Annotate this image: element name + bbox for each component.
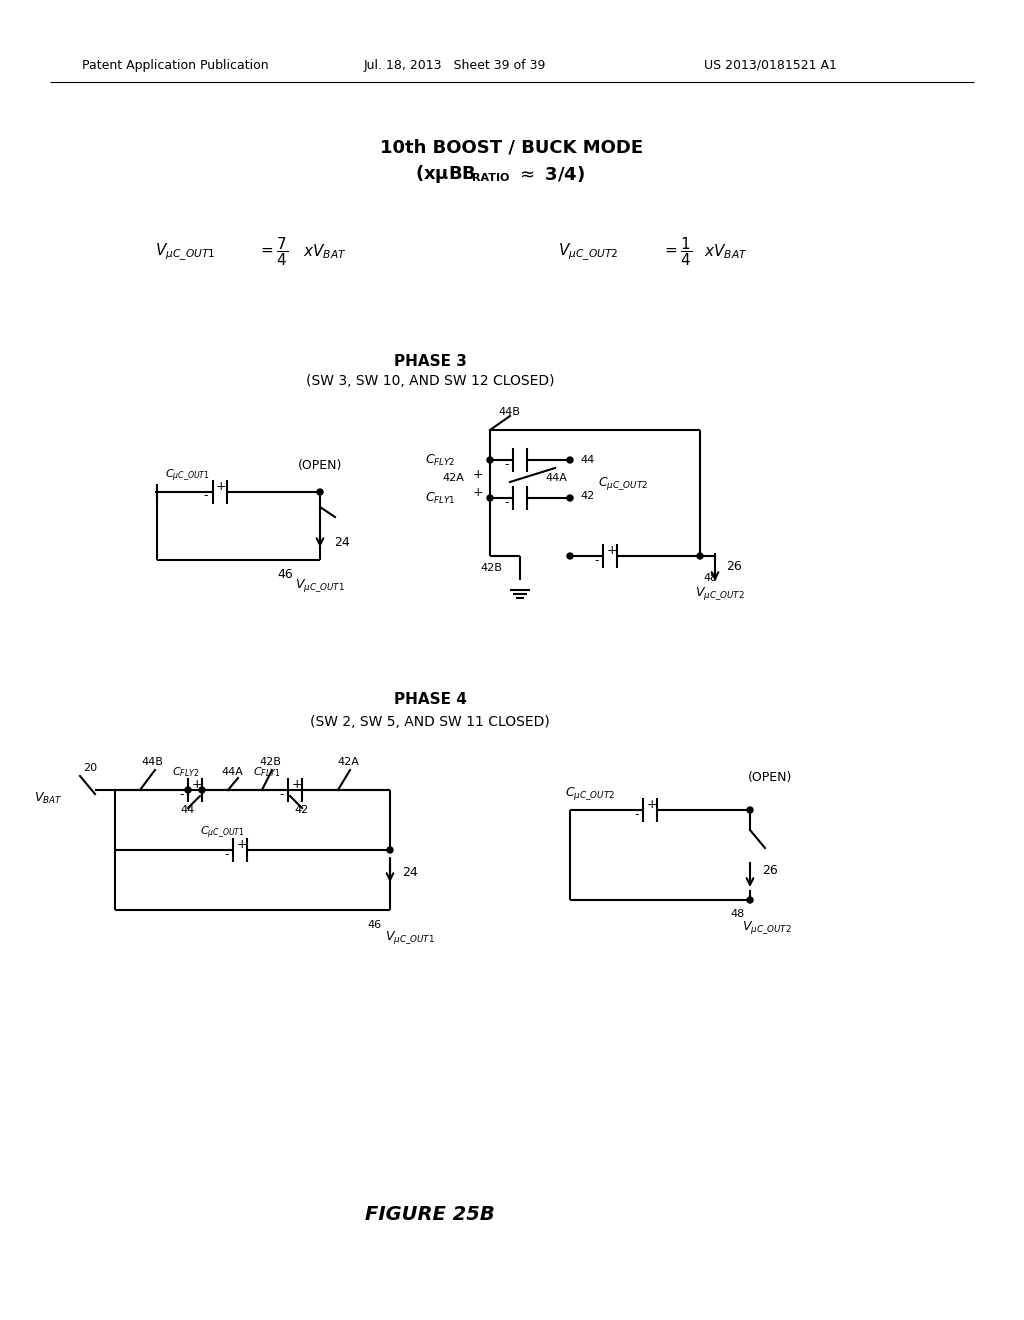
Text: +: +	[473, 467, 483, 480]
Text: (SW 2, SW 5, AND SW 11 CLOSED): (SW 2, SW 5, AND SW 11 CLOSED)	[310, 715, 550, 729]
Text: $C_{\mu C\_OUT2}$: $C_{\mu C\_OUT2}$	[565, 785, 615, 803]
Text: Patent Application Publication: Patent Application Publication	[82, 58, 268, 71]
Text: 42A: 42A	[337, 756, 359, 767]
Text: FIGURE 25B: FIGURE 25B	[366, 1205, 495, 1225]
Text: -: -	[505, 458, 509, 471]
Text: $C_{\mu C\_OUT1}$: $C_{\mu C\_OUT1}$	[200, 824, 245, 840]
Text: Jul. 18, 2013   Sheet 39 of 39: Jul. 18, 2013 Sheet 39 of 39	[364, 58, 546, 71]
Text: PHASE 3: PHASE 3	[393, 355, 467, 370]
Text: (SW 3, SW 10, AND SW 12 CLOSED): (SW 3, SW 10, AND SW 12 CLOSED)	[306, 374, 554, 388]
Text: $V_{\mu C\_OUT1}$: $V_{\mu C\_OUT1}$	[295, 577, 345, 594]
Text: $= \dfrac{1}{4}$: $= \dfrac{1}{4}$	[662, 235, 692, 268]
Text: $C_{FLY2}$: $C_{FLY2}$	[172, 766, 200, 779]
Text: 44: 44	[580, 455, 594, 465]
Circle shape	[746, 898, 753, 903]
Circle shape	[567, 457, 573, 463]
Text: 48: 48	[703, 573, 717, 583]
Text: 42: 42	[295, 805, 309, 814]
Text: 46: 46	[278, 569, 293, 582]
Text: +: +	[647, 797, 657, 810]
Text: 24: 24	[402, 866, 418, 879]
Text: $= \dfrac{7}{4}$: $= \dfrac{7}{4}$	[258, 235, 289, 268]
Text: $\approx$ 3/4): $\approx$ 3/4)	[510, 164, 585, 183]
Text: (OPEN): (OPEN)	[748, 771, 793, 784]
Text: $C_{\mu C\_OUT1}$: $C_{\mu C\_OUT1}$	[165, 467, 210, 483]
Text: $C_{\mu C\_OUT2}$: $C_{\mu C\_OUT2}$	[598, 475, 648, 492]
Text: -: -	[635, 808, 639, 821]
Text: $V_{\mu C\_OUT1}$: $V_{\mu C\_OUT1}$	[155, 242, 215, 263]
Text: -: -	[224, 849, 229, 862]
Text: $V_{BAT}$: $V_{BAT}$	[34, 791, 62, 805]
Text: US 2013/0181521 A1: US 2013/0181521 A1	[703, 58, 837, 71]
Text: 44A: 44A	[545, 473, 567, 483]
Text: 10th BOOST / BUCK MODE: 10th BOOST / BUCK MODE	[381, 139, 643, 157]
Text: +: +	[216, 479, 226, 492]
Text: $xV_{BAT}$: $xV_{BAT}$	[303, 243, 347, 261]
Text: -: -	[180, 788, 184, 801]
Text: +: +	[473, 486, 483, 499]
Text: 44B: 44B	[141, 756, 163, 767]
Text: 24: 24	[334, 536, 350, 549]
Text: -: -	[505, 496, 509, 510]
Text: 42B: 42B	[259, 756, 281, 767]
Circle shape	[746, 807, 753, 813]
Text: 44: 44	[181, 805, 196, 814]
Circle shape	[487, 457, 493, 463]
Circle shape	[697, 553, 703, 558]
Circle shape	[567, 495, 573, 502]
Circle shape	[317, 488, 323, 495]
Circle shape	[487, 495, 493, 502]
Circle shape	[185, 787, 191, 793]
Text: +: +	[237, 837, 248, 850]
Text: (OPEN): (OPEN)	[298, 458, 342, 471]
Text: -: -	[280, 788, 285, 801]
Text: 20: 20	[83, 763, 97, 774]
Text: -: -	[595, 554, 599, 568]
Text: 26: 26	[762, 863, 778, 876]
Text: $V_{\mu C\_OUT2}$: $V_{\mu C\_OUT2}$	[558, 242, 618, 263]
Text: 48: 48	[731, 909, 745, 919]
Text: $C_{FLY1}$: $C_{FLY1}$	[253, 766, 281, 779]
Circle shape	[199, 787, 205, 793]
Text: 46: 46	[368, 920, 382, 931]
Text: $V_{\mu C\_OUT2}$: $V_{\mu C\_OUT2}$	[742, 920, 792, 936]
Text: 42A: 42A	[442, 473, 464, 483]
Text: 44A: 44A	[221, 767, 243, 777]
Circle shape	[567, 553, 573, 558]
Text: 44B: 44B	[498, 407, 520, 417]
Text: 42: 42	[580, 491, 594, 502]
Text: $C_{FLY1}$: $C_{FLY1}$	[425, 491, 456, 506]
Text: +: +	[191, 777, 203, 791]
Text: -: -	[204, 490, 208, 503]
Text: $V_{\mu C\_OUT2}$: $V_{\mu C\_OUT2}$	[695, 586, 744, 602]
Text: $xV_{BAT}$: $xV_{BAT}$	[705, 243, 748, 261]
Text: RATIO: RATIO	[472, 173, 509, 183]
Text: 42B: 42B	[480, 564, 502, 573]
Text: +: +	[292, 777, 302, 791]
Text: $C_{FLY2}$: $C_{FLY2}$	[425, 453, 456, 467]
Circle shape	[387, 847, 393, 853]
Text: $V_{\mu C\_OUT1}$: $V_{\mu C\_OUT1}$	[385, 929, 435, 946]
Text: PHASE 4: PHASE 4	[393, 693, 467, 708]
Text: +: +	[606, 544, 617, 557]
Text: 26: 26	[726, 560, 741, 573]
Text: (x$\mathbf{\mu}$BB: (x$\mathbf{\mu}$BB	[415, 162, 476, 185]
